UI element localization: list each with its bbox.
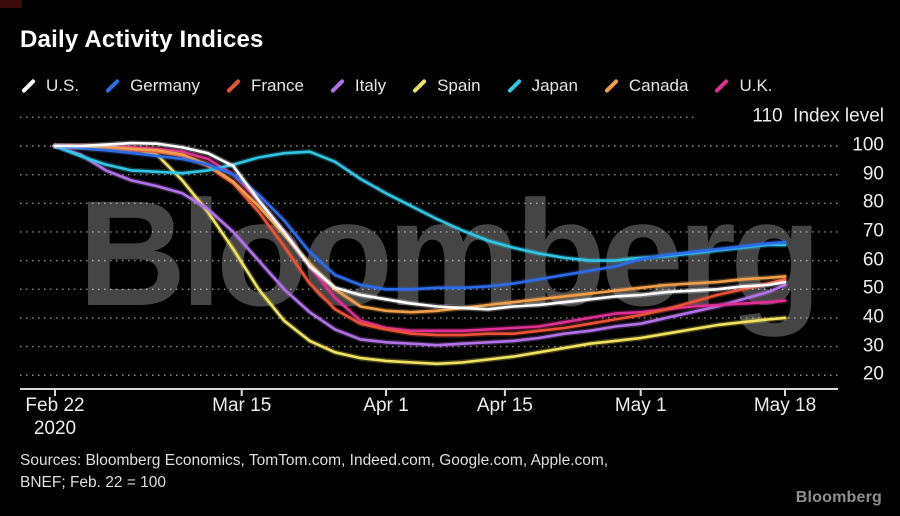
source-note: Sources: Bloomberg Economics, TomTom.com… <box>20 450 608 494</box>
legend-label: France <box>250 76 304 95</box>
x-axis-label-may-1: May 1 <box>614 395 667 416</box>
y-axis-label-60: 60 <box>862 249 884 271</box>
bloomberg-logo: Bloomberg <box>795 489 882 506</box>
legend-item-canada: Canada <box>603 76 689 96</box>
legend-item-japan: Japan <box>506 76 578 96</box>
legend-item-u-s: U.S. <box>20 76 79 96</box>
y-axis-label-50: 50 <box>862 277 884 299</box>
legend-label: Spain <box>437 76 481 95</box>
x-axis-label-apr-1: Apr 1 <box>363 395 409 416</box>
y-axis-label-70: 70 <box>862 220 884 242</box>
top-left-video-artifact <box>0 0 22 8</box>
series-line-italy <box>53 144 787 347</box>
legend-item-spain: Spain <box>411 76 481 96</box>
series-line-u-s <box>53 141 787 311</box>
legend-label: Germany <box>130 76 200 95</box>
page-title: Daily Activity Indices <box>20 26 264 53</box>
series-line-france <box>53 144 787 337</box>
y-axis-label-80: 80 <box>862 191 884 213</box>
y-axis-label-100: 100 <box>852 134 884 156</box>
series-line-germany <box>53 144 787 291</box>
x-axis-label-may-18: May 18 <box>753 395 817 416</box>
legend-label: Japan <box>531 76 578 95</box>
series-line-canada <box>53 144 787 314</box>
x-axis-sublabel-2020: 2020 <box>33 418 77 439</box>
source-line-1: Sources: Bloomberg Economics, TomTom.com… <box>20 452 609 469</box>
x-axis-label-apr-15: Apr 15 <box>476 395 533 416</box>
source-line-2: BNEF; Feb. 22 = 100 <box>20 474 167 491</box>
legend-label: Canada <box>628 76 689 95</box>
legend-item-u-k: U.K. <box>713 76 773 96</box>
x-axis-label-feb-22: Feb 22 2020 <box>0 394 110 440</box>
y-axis-label-110: 110 Index level <box>752 105 884 127</box>
x-axis-label-mar-15: Mar 15 <box>212 395 272 416</box>
legend-item-germany: Germany <box>104 76 200 96</box>
series-glow-germany <box>52 143 788 293</box>
chart-legend: U.S. Germany France Italy Spain Japan Canada U.… <box>20 76 773 96</box>
y-axis-label-90: 90 <box>862 163 884 185</box>
y-axis-label-20: 20 <box>862 363 884 385</box>
series-line-japan <box>53 144 787 262</box>
y-axis-label-30: 30 <box>862 335 884 357</box>
legend-item-france: France <box>225 76 304 96</box>
legend-label: Italy <box>354 76 387 95</box>
series-line-spain <box>53 144 787 366</box>
y-axis-label-40: 40 <box>862 306 884 328</box>
legend-label: U.K. <box>739 76 773 95</box>
legend-item-italy: Italy <box>329 76 386 96</box>
legend-label: U.S. <box>46 76 80 95</box>
